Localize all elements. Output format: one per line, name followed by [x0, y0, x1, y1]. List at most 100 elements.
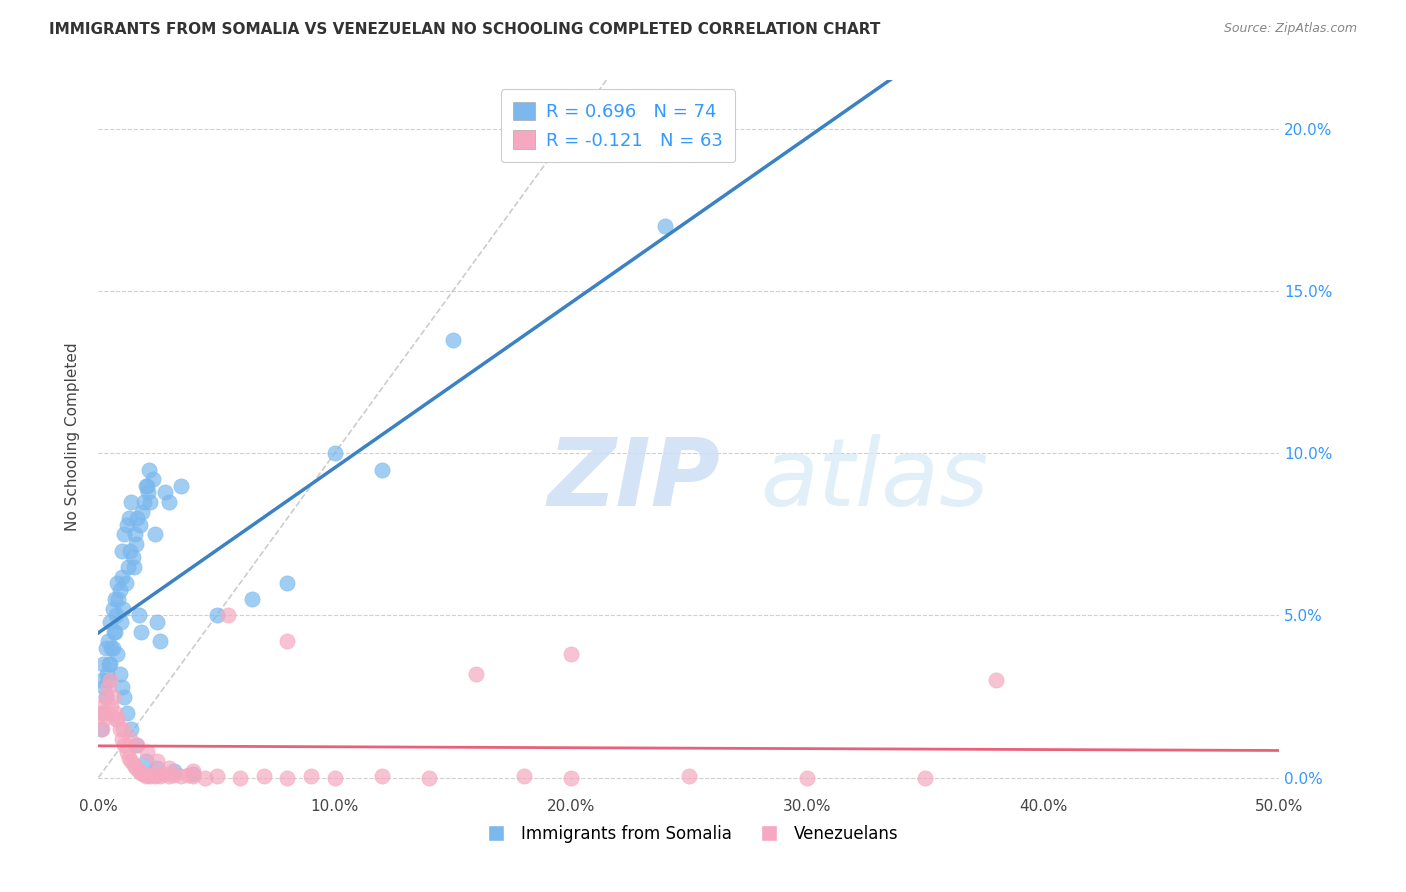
Point — [217, 608, 239, 623]
Point — [138, 462, 160, 476]
Point — [157, 761, 180, 775]
Point — [91, 699, 114, 714]
Point — [91, 657, 114, 672]
Point — [101, 640, 124, 655]
Point — [418, 771, 440, 785]
Point — [984, 673, 1007, 688]
Point — [143, 527, 166, 541]
Point — [101, 690, 124, 704]
Point — [112, 722, 135, 736]
Point — [118, 751, 141, 765]
Point — [146, 768, 169, 782]
Point — [103, 624, 125, 639]
Point — [136, 485, 159, 500]
Point — [91, 706, 114, 720]
Point — [112, 738, 135, 752]
Point — [122, 757, 145, 772]
Point — [205, 608, 228, 623]
Point — [104, 624, 127, 639]
Point — [100, 640, 122, 655]
Point — [157, 769, 180, 783]
Point — [112, 602, 135, 616]
Point — [112, 527, 135, 541]
Point — [560, 771, 582, 785]
Point — [94, 640, 117, 655]
Point — [105, 712, 128, 726]
Point — [128, 517, 150, 532]
Point — [181, 767, 204, 781]
Point — [104, 592, 127, 607]
Text: Source: ZipAtlas.com: Source: ZipAtlas.com — [1223, 22, 1357, 36]
Point — [100, 699, 122, 714]
Point — [97, 673, 120, 688]
Point — [122, 559, 145, 574]
Point — [371, 769, 394, 783]
Point — [323, 771, 346, 785]
Point — [135, 755, 157, 769]
Point — [125, 738, 148, 752]
Point — [157, 495, 180, 509]
Point — [97, 634, 120, 648]
Point — [512, 769, 534, 783]
Point — [111, 680, 134, 694]
Point — [441, 333, 464, 347]
Point — [121, 722, 143, 736]
Point — [654, 219, 676, 234]
Point — [90, 706, 112, 720]
Point — [170, 769, 193, 783]
Point — [91, 722, 114, 736]
Point — [107, 592, 129, 607]
Point — [97, 680, 120, 694]
Point — [105, 608, 128, 623]
Point — [276, 576, 298, 591]
Point — [108, 666, 131, 681]
Point — [135, 479, 157, 493]
Point — [146, 615, 169, 629]
Point — [149, 634, 172, 648]
Point — [135, 769, 157, 783]
Point — [105, 712, 128, 726]
Point — [112, 690, 135, 704]
Point — [96, 666, 118, 681]
Point — [98, 615, 121, 629]
Point — [118, 511, 141, 525]
Point — [163, 764, 186, 779]
Point — [276, 771, 298, 785]
Point — [94, 690, 117, 704]
Point — [111, 543, 134, 558]
Point — [108, 582, 131, 597]
Point — [153, 485, 176, 500]
Point — [135, 479, 157, 493]
Point — [127, 738, 149, 752]
Point — [205, 769, 228, 783]
Point — [101, 602, 124, 616]
Point — [124, 527, 146, 541]
Text: atlas: atlas — [759, 434, 988, 525]
Point — [149, 769, 172, 783]
Point — [93, 712, 115, 726]
Point — [170, 479, 193, 493]
Point — [131, 505, 153, 519]
Point — [914, 771, 936, 785]
Point — [465, 666, 488, 681]
Point — [121, 550, 143, 565]
Point — [229, 771, 252, 785]
Point — [139, 495, 162, 509]
Point — [146, 755, 169, 769]
Point — [181, 769, 204, 783]
Point — [111, 569, 134, 583]
Point — [371, 462, 394, 476]
Point — [796, 771, 818, 785]
Point — [129, 765, 152, 780]
Point — [135, 745, 157, 759]
Point — [142, 767, 165, 781]
Point — [114, 576, 136, 591]
Point — [105, 576, 128, 591]
Point — [121, 495, 143, 509]
Point — [128, 608, 150, 623]
Point — [94, 690, 117, 704]
Point — [96, 706, 118, 720]
Point — [121, 755, 143, 769]
Point — [117, 559, 139, 574]
Point — [110, 615, 132, 629]
